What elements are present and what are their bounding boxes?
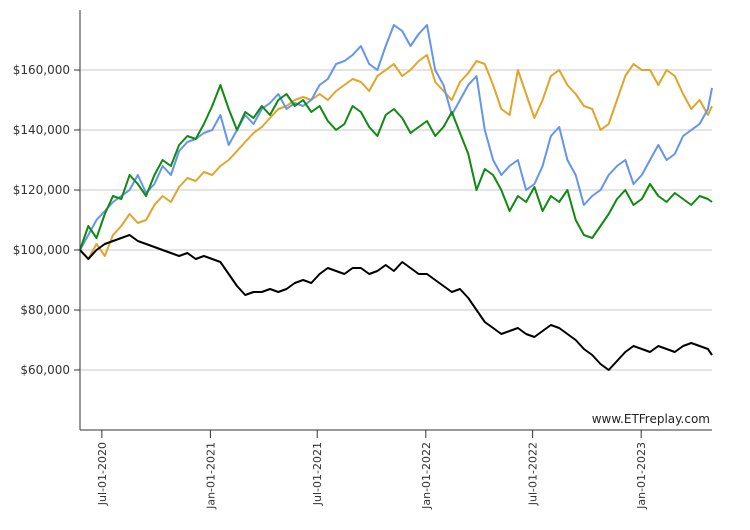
x-tick-label-5: Jan-01-2023 [635,442,648,510]
x-tick-label-0: Jul-01-2020 [96,442,109,506]
y-tick-label-3: $120,000 [13,183,70,197]
y-tick-label-1: $80,000 [20,303,70,317]
x-tick-label-2: Jul-01-2021 [311,442,324,506]
y-axis-ticks: $60,000 $80,000 $100,000 $120,000 $140,000 $1… [13,63,80,377]
x-axis-ticks: Jul-01-2020 Jan-01-2021 Jul-01-2021 Jan-01-… [96,430,648,510]
series-line-2 [79,84,713,251]
y-tick-label-4: $140,000 [13,123,70,137]
series-layer [79,24,713,371]
x-tick-label-4: Jul-01-2022 [527,442,540,506]
gridlines [80,69,712,371]
x-tick-label-1: Jan-01-2021 [204,442,217,510]
series-line-1 [79,24,713,251]
series-line-3 [79,234,713,371]
y-tick-label-0: $60,000 [20,363,70,377]
axes [79,10,712,431]
y-tick-label-5: $160,000 [13,63,70,77]
y-tick-label-2: $100,000 [13,243,70,257]
x-tick-label-3: Jan-01-2022 [420,442,433,510]
watermark: www.ETFreplay.com [592,412,710,426]
series-line-0 [79,54,713,260]
